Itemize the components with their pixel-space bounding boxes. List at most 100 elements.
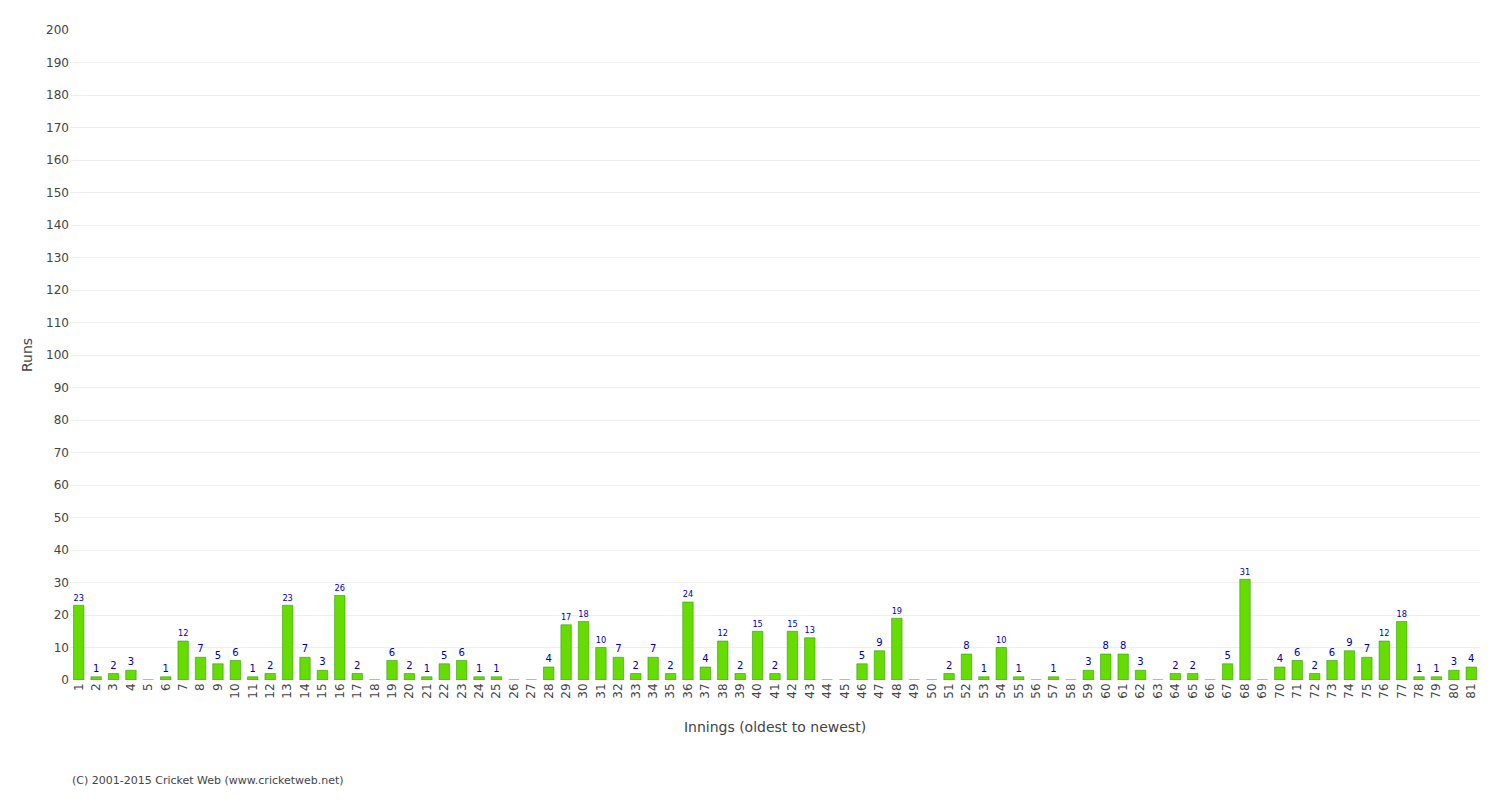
svg-text:3: 3 xyxy=(1085,656,1091,667)
svg-text:6: 6 xyxy=(458,647,464,658)
svg-text:160: 160 xyxy=(46,153,69,167)
svg-text:6: 6 xyxy=(1329,647,1335,658)
svg-text:11: 11 xyxy=(246,683,260,698)
svg-text:49: 49 xyxy=(907,683,921,698)
svg-text:3: 3 xyxy=(1451,656,1457,667)
svg-text:39: 39 xyxy=(733,683,747,698)
svg-text:1: 1 xyxy=(424,663,430,674)
svg-text:18: 18 xyxy=(368,683,382,698)
svg-text:18: 18 xyxy=(578,609,588,619)
svg-text:10: 10 xyxy=(54,641,69,655)
svg-text:13: 13 xyxy=(280,683,294,698)
svg-text:75: 75 xyxy=(1360,683,1374,698)
svg-text:18: 18 xyxy=(1396,609,1406,619)
svg-text:100: 100 xyxy=(46,348,69,362)
svg-text:16: 16 xyxy=(333,683,347,698)
svg-text:30: 30 xyxy=(54,576,69,590)
svg-text:35: 35 xyxy=(663,683,677,698)
svg-text:33: 33 xyxy=(629,683,643,698)
svg-text:63: 63 xyxy=(1151,683,1165,698)
svg-text:4: 4 xyxy=(124,683,138,691)
svg-text:26: 26 xyxy=(335,583,345,593)
svg-text:170: 170 xyxy=(46,121,69,135)
svg-text:120: 120 xyxy=(46,283,69,297)
svg-text:110: 110 xyxy=(46,316,69,330)
svg-text:23: 23 xyxy=(455,683,469,698)
svg-text:15: 15 xyxy=(752,619,762,629)
svg-text:55: 55 xyxy=(1012,683,1026,698)
svg-text:80: 80 xyxy=(1447,683,1461,698)
svg-text:41: 41 xyxy=(768,683,782,698)
svg-text:5: 5 xyxy=(1224,650,1230,661)
svg-text:8: 8 xyxy=(193,683,207,691)
svg-text:2: 2 xyxy=(1172,660,1178,671)
svg-text:61: 61 xyxy=(1116,683,1130,698)
svg-text:78: 78 xyxy=(1412,683,1426,698)
svg-text:0: 0 xyxy=(61,673,69,687)
svg-text:67: 67 xyxy=(1220,683,1234,698)
svg-text:34: 34 xyxy=(646,683,660,698)
svg-text:30: 30 xyxy=(576,683,590,698)
svg-text:25: 25 xyxy=(489,683,503,698)
svg-text:66: 66 xyxy=(1203,683,1217,698)
svg-text:40: 40 xyxy=(750,683,764,698)
svg-text:27: 27 xyxy=(524,683,538,698)
svg-text:12: 12 xyxy=(263,683,277,698)
svg-text:10: 10 xyxy=(596,635,606,645)
svg-text:2: 2 xyxy=(110,660,116,671)
svg-text:1: 1 xyxy=(981,663,987,674)
svg-text:38: 38 xyxy=(716,683,730,698)
svg-text:29: 29 xyxy=(559,683,573,698)
svg-text:26: 26 xyxy=(507,683,521,698)
svg-text:7: 7 xyxy=(197,643,203,654)
svg-text:3: 3 xyxy=(128,656,134,667)
svg-text:10: 10 xyxy=(228,683,242,698)
svg-text:8: 8 xyxy=(963,640,969,651)
svg-text:17: 17 xyxy=(350,683,364,698)
svg-text:2: 2 xyxy=(267,660,273,671)
svg-text:54: 54 xyxy=(994,683,1008,698)
svg-text:2: 2 xyxy=(1190,660,1196,671)
svg-text:150: 150 xyxy=(46,186,69,200)
svg-text:31: 31 xyxy=(1240,567,1250,577)
svg-text:52: 52 xyxy=(959,683,973,698)
svg-text:76: 76 xyxy=(1377,683,1391,698)
svg-text:1: 1 xyxy=(493,663,499,674)
svg-text:2: 2 xyxy=(633,660,639,671)
svg-text:9: 9 xyxy=(1346,637,1352,648)
svg-text:37: 37 xyxy=(698,683,712,698)
svg-text:68: 68 xyxy=(1238,683,1252,698)
svg-text:130: 130 xyxy=(46,251,69,265)
svg-text:59: 59 xyxy=(1081,683,1095,698)
svg-text:7: 7 xyxy=(650,643,656,654)
svg-text:4: 4 xyxy=(1468,653,1474,664)
svg-text:7: 7 xyxy=(615,643,621,654)
svg-text:23: 23 xyxy=(73,593,83,603)
svg-text:8: 8 xyxy=(1103,640,1109,651)
svg-text:2: 2 xyxy=(737,660,743,671)
svg-text:13: 13 xyxy=(805,625,815,635)
svg-text:12: 12 xyxy=(1379,628,1389,638)
svg-text:3: 3 xyxy=(319,656,325,667)
svg-text:2: 2 xyxy=(354,660,360,671)
svg-text:50: 50 xyxy=(925,683,939,698)
svg-text:1: 1 xyxy=(250,663,256,674)
svg-text:6: 6 xyxy=(159,683,173,691)
svg-text:21: 21 xyxy=(420,683,434,698)
svg-text:23: 23 xyxy=(282,593,292,603)
svg-text:22: 22 xyxy=(437,683,451,698)
svg-text:65: 65 xyxy=(1186,683,1200,698)
svg-text:1: 1 xyxy=(1050,663,1056,674)
svg-text:14: 14 xyxy=(298,683,312,698)
svg-text:73: 73 xyxy=(1325,683,1339,698)
svg-text:36: 36 xyxy=(681,683,695,698)
svg-text:74: 74 xyxy=(1342,683,1356,698)
svg-text:6: 6 xyxy=(1294,647,1300,658)
svg-text:200: 200 xyxy=(46,23,69,37)
svg-text:1: 1 xyxy=(1016,663,1022,674)
svg-text:56: 56 xyxy=(1029,683,1043,698)
svg-text:40: 40 xyxy=(54,543,69,557)
svg-text:12: 12 xyxy=(178,628,188,638)
svg-text:2: 2 xyxy=(1311,660,1317,671)
svg-text:81: 81 xyxy=(1464,683,1478,698)
